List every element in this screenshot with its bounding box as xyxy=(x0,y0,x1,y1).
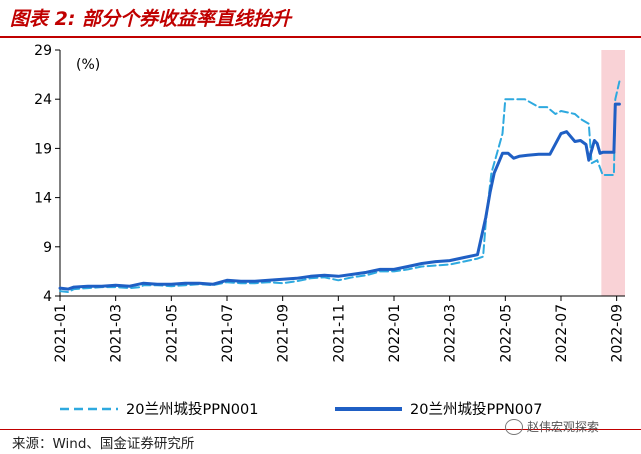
source-note: 来源：Wind、国金证券研究所 xyxy=(12,436,195,452)
watermark-text: 赵伟宏观探索 xyxy=(527,420,600,434)
series-layer xyxy=(58,80,621,294)
chart-axes: 4 9 14 19 24 29 2021-01 2021-03 2021-05 2021-07 20… xyxy=(34,43,625,363)
legend-label-ppn001: 20兰州城投PPN001 xyxy=(126,401,258,418)
x-tick-label: 2021-09 xyxy=(276,304,292,363)
legend-label-ppn007: 20兰州城投PPN007 xyxy=(410,401,542,418)
x-tick-label: 2022-03 xyxy=(443,304,459,363)
x-tick-label: 2021-07 xyxy=(220,304,236,363)
y-tick-label: 19 xyxy=(34,141,52,157)
yield-line-chart: 4 9 14 19 24 29 2021-01 2021-03 2021-05 2021-07 20… xyxy=(34,43,625,418)
x-tick-label: 2021-01 xyxy=(53,304,69,363)
y-unit-label: (%) xyxy=(76,57,100,73)
chart-legend: 20兰州城投PPN001 20兰州城投PPN007 xyxy=(60,401,542,418)
x-tick-label: 2022-07 xyxy=(554,304,570,363)
series-line-ppn007 xyxy=(58,102,621,291)
watermark: 赵伟宏观探索 xyxy=(505,418,599,435)
wechat-icon xyxy=(505,418,523,435)
title-divider xyxy=(0,36,641,38)
x-tick-label: 2021-11 xyxy=(331,304,347,363)
y-tick-label: 4 xyxy=(43,289,52,305)
x-tick-label: 2021-03 xyxy=(109,304,125,363)
x-tick-label: 2022-01 xyxy=(387,304,403,363)
x-tick-label: 2021-05 xyxy=(164,304,180,363)
y-tick-label: 9 xyxy=(43,240,52,256)
x-tick-label: 2022-05 xyxy=(498,304,514,363)
x-tick-label: 2022-09 xyxy=(610,304,626,363)
source-divider xyxy=(0,429,641,430)
y-tick-label: 29 xyxy=(34,43,52,59)
y-tick-label: 24 xyxy=(34,92,52,108)
figure-title: 图表 2: 部分个券收益率直线抬升 xyxy=(10,8,292,30)
y-tick-label: 14 xyxy=(34,191,52,207)
series-line-ppn001 xyxy=(59,80,621,294)
highlight-band xyxy=(601,50,625,296)
